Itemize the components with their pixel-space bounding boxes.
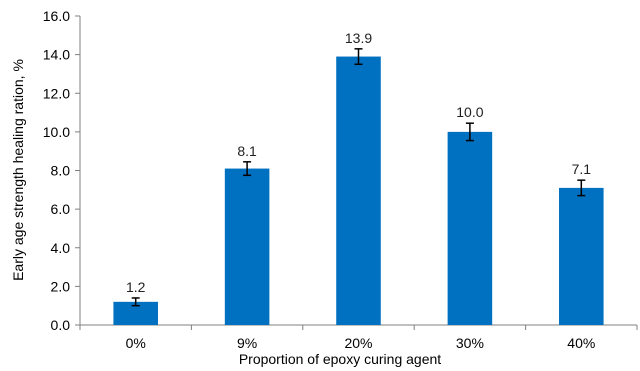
x-tick-label: 30% <box>456 335 484 351</box>
bar <box>224 168 270 325</box>
x-tick-label: 9% <box>237 335 257 351</box>
data-label: 1.2 <box>126 279 146 295</box>
error-bar <box>577 179 586 197</box>
x-tick-label: 20% <box>344 335 372 351</box>
y-tick-label: 14.0 <box>43 47 70 63</box>
error-bar <box>354 48 363 66</box>
data-label: 8.1 <box>237 143 257 159</box>
data-labels: 1.2 8.1 13.9 10.0 7.1 <box>126 30 591 295</box>
x-axis-title: Proportion of epoxy curing agent <box>239 351 441 367</box>
error-bars <box>131 48 586 307</box>
y-tick-label: 0.0 <box>51 317 71 333</box>
y-axis-title: Early age strength healing ration, % <box>10 59 26 281</box>
x-tick-label: 0% <box>126 335 146 351</box>
bars <box>113 56 604 326</box>
y-tick-label: 12.0 <box>43 85 70 101</box>
bar <box>113 301 158 325</box>
data-label: 10.0 <box>456 104 483 120</box>
bar <box>336 56 381 326</box>
y-ticks: 0.0 2.0 4.0 6.0 8.0 10.0 12.0 14.0 16.0 <box>43 8 80 333</box>
bar <box>447 131 493 325</box>
y-tick-label: 10.0 <box>43 124 70 140</box>
error-bar <box>131 297 140 307</box>
y-tick-label: 8.0 <box>51 163 71 179</box>
y-tick-label: 2.0 <box>51 278 71 294</box>
x-ticks: 0% 9% 20% 30% 40% <box>79 325 638 351</box>
data-label: 13.9 <box>345 30 372 46</box>
error-bar <box>465 122 474 142</box>
error-bar <box>243 161 252 177</box>
bar <box>559 187 604 325</box>
data-label: 7.1 <box>572 161 592 177</box>
y-tick-label: 6.0 <box>51 201 71 217</box>
y-tick-label: 16.0 <box>43 8 70 24</box>
y-tick-label: 4.0 <box>51 240 71 256</box>
x-tick-label: 40% <box>567 335 595 351</box>
